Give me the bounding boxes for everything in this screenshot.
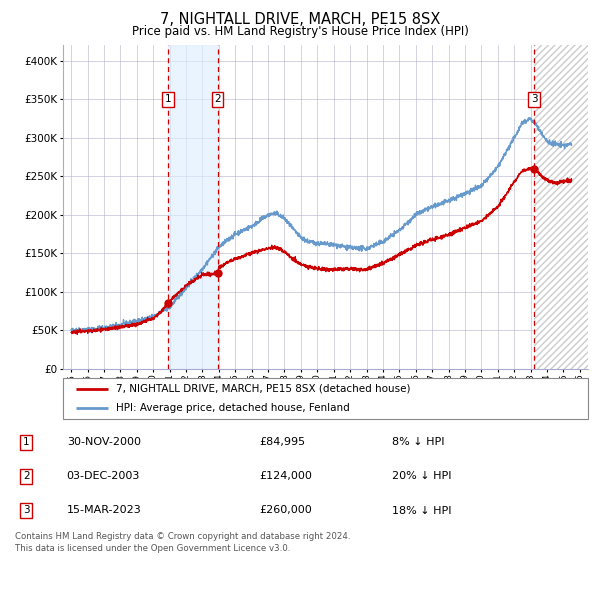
Text: 18% ↓ HPI: 18% ↓ HPI <box>392 506 452 516</box>
Text: 15-MAR-2023: 15-MAR-2023 <box>67 506 142 516</box>
Text: 7, NIGHTALL DRIVE, MARCH, PE15 8SX (detached house): 7, NIGHTALL DRIVE, MARCH, PE15 8SX (deta… <box>115 384 410 394</box>
Text: HPI: Average price, detached house, Fenland: HPI: Average price, detached house, Fenl… <box>115 403 349 413</box>
Bar <box>534 45 588 369</box>
Text: 8% ↓ HPI: 8% ↓ HPI <box>392 437 445 447</box>
Text: 3: 3 <box>23 506 30 516</box>
Text: £124,000: £124,000 <box>260 471 313 481</box>
Text: 30-NOV-2000: 30-NOV-2000 <box>67 437 141 447</box>
Bar <box>534 45 588 369</box>
Text: £260,000: £260,000 <box>260 506 313 516</box>
Text: 20% ↓ HPI: 20% ↓ HPI <box>392 471 452 481</box>
Text: 1: 1 <box>23 437 30 447</box>
FancyBboxPatch shape <box>63 378 588 419</box>
Text: 1: 1 <box>165 94 172 104</box>
Bar <box>169 45 218 369</box>
Text: Price paid vs. HM Land Registry's House Price Index (HPI): Price paid vs. HM Land Registry's House … <box>131 25 469 38</box>
Text: 2: 2 <box>23 471 30 481</box>
Text: Contains HM Land Registry data © Crown copyright and database right 2024.: Contains HM Land Registry data © Crown c… <box>15 532 350 541</box>
Text: This data is licensed under the Open Government Licence v3.0.: This data is licensed under the Open Gov… <box>15 544 290 553</box>
Text: 3: 3 <box>531 94 538 104</box>
Text: 03-DEC-2003: 03-DEC-2003 <box>67 471 140 481</box>
Text: £84,995: £84,995 <box>260 437 306 447</box>
Text: 7, NIGHTALL DRIVE, MARCH, PE15 8SX: 7, NIGHTALL DRIVE, MARCH, PE15 8SX <box>160 12 440 27</box>
Text: 2: 2 <box>214 94 221 104</box>
